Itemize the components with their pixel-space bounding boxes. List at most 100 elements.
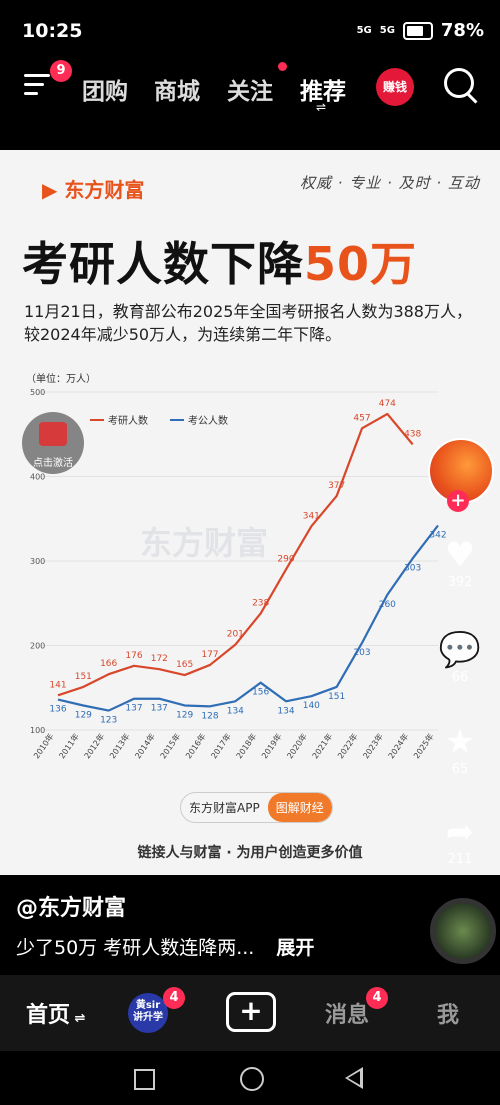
- data-label: 238: [252, 598, 269, 608]
- data-label: 438: [404, 429, 421, 439]
- data-label: 137: [151, 704, 168, 714]
- data-label: 128: [201, 711, 218, 721]
- battery-level: 78%: [440, 20, 484, 41]
- share-button[interactable]: ➦ 211: [425, 812, 495, 867]
- menu-icon[interactable]: [24, 74, 50, 101]
- y-tick-label: 400: [30, 473, 45, 482]
- red-envelope-icon: [39, 422, 67, 446]
- data-label: 151: [75, 672, 92, 682]
- recent-apps-button[interactable]: [134, 1069, 155, 1090]
- tab-recommend[interactable]: 推荐: [300, 79, 346, 105]
- x-tick-label: 2023年: [361, 731, 385, 760]
- bottom-nav: 首页 ⇌ 黄sir 讲升学 4 + 消息 4 我: [0, 975, 500, 1051]
- headline: 考研人数下降50万: [22, 237, 418, 291]
- comment-button[interactable]: 💬 66: [425, 630, 495, 685]
- data-label: 129: [176, 710, 193, 720]
- data-label: 342: [429, 531, 446, 541]
- data-label: 377: [328, 481, 345, 491]
- watermark: 东方财富: [140, 524, 269, 562]
- comment-icon: 💬: [438, 630, 482, 670]
- y-tick-label: 500: [30, 388, 45, 397]
- battery-icon: [402, 21, 433, 40]
- share-count: 211: [447, 852, 473, 867]
- signal-5g-icon: 5G: [356, 24, 372, 36]
- follow-button[interactable]: +: [447, 490, 469, 512]
- x-tick-label: 2015年: [158, 731, 182, 760]
- data-label: 140: [303, 701, 320, 711]
- author-avatar[interactable]: [428, 438, 494, 504]
- search-icon[interactable]: [444, 68, 474, 98]
- create-post-button[interactable]: +: [226, 992, 276, 1032]
- app-chip: 东方财富APP 图解财经: [180, 792, 333, 823]
- music-disc[interactable]: [430, 898, 496, 964]
- series-line-2: [57, 524, 439, 712]
- messages-badge: 4: [366, 987, 388, 1009]
- tab-group-buy[interactable]: 团购: [82, 79, 128, 105]
- data-label: 290: [277, 554, 294, 564]
- data-label: 303: [404, 563, 421, 573]
- data-label: 474: [379, 399, 396, 409]
- x-tick-label: 2010年: [31, 731, 55, 760]
- tab-mall[interactable]: 商城: [154, 79, 200, 105]
- menu-badge: 9: [50, 60, 72, 82]
- data-label: 457: [353, 413, 370, 423]
- data-label: 134: [227, 706, 244, 716]
- data-label: 141: [49, 680, 66, 690]
- data-label: 260: [379, 600, 396, 610]
- nav-me[interactable]: 我: [437, 1003, 460, 1028]
- x-tick-label: 2022年: [335, 731, 359, 760]
- data-label: 134: [277, 706, 294, 716]
- caption: 少了50万 考研人数连降两... 展开: [16, 933, 314, 960]
- status-icons: 5G 5G 78%: [357, 20, 484, 41]
- share-icon: ➦: [445, 812, 475, 852]
- data-label: 156: [252, 688, 269, 698]
- video-content[interactable]: ▶ 东方财富 权威 · 专业 · 及时 · 互动 考研人数下降50万 11月21…: [0, 150, 500, 875]
- heart-icon: ♥: [444, 535, 476, 575]
- data-label: 165: [176, 660, 193, 670]
- brand-logo: ▶ 东方财富: [42, 178, 145, 202]
- favorite-count: 65: [451, 762, 469, 777]
- nav-learn-avatar[interactable]: 黄sir 讲升学: [128, 993, 168, 1033]
- data-label: 176: [125, 651, 142, 661]
- x-tick-label: 2020年: [285, 731, 309, 760]
- x-tick-label: 2018年: [234, 731, 258, 760]
- like-count: 392: [447, 575, 473, 590]
- x-tick-label: 2017年: [209, 731, 233, 760]
- data-label: 151: [328, 692, 345, 702]
- expand-button[interactable]: 展开: [276, 937, 315, 959]
- nav-messages[interactable]: 消息: [325, 1003, 370, 1028]
- data-label: 166: [100, 659, 117, 669]
- status-bar: 10:25 5G 5G 78%: [0, 0, 500, 56]
- nav-home[interactable]: 首页 ⇌: [26, 1003, 86, 1028]
- system-nav: [0, 1051, 500, 1105]
- data-label: 123: [100, 716, 117, 726]
- tab-following[interactable]: 关注: [227, 79, 273, 105]
- data-label: 177: [201, 650, 218, 660]
- promo-activate-button[interactable]: 点击激活: [22, 412, 84, 474]
- clock: 10:25: [22, 20, 83, 42]
- learn-badge: 4: [163, 987, 185, 1009]
- star-icon: ★: [444, 722, 476, 762]
- legend-label: 考公人数: [188, 414, 228, 427]
- author-name[interactable]: @东方财富: [16, 896, 127, 921]
- earn-money-button[interactable]: 赚钱: [376, 68, 414, 106]
- favorite-button[interactable]: ★ 65: [425, 722, 495, 777]
- tagline: 链接人与财富 · 为用户创造更多价值: [137, 845, 363, 861]
- x-tick-label: 2012年: [82, 731, 106, 760]
- brand-slogan: 权威 · 专业 · 及时 · 互动: [300, 174, 480, 192]
- data-label: 137: [125, 704, 142, 714]
- signal-5g-icon-2: 5G: [379, 24, 395, 36]
- promo-label: 点击激活: [33, 458, 73, 469]
- back-button[interactable]: [345, 1067, 363, 1089]
- data-label: 129: [75, 710, 92, 720]
- line-chart: 100 200 300 400 500 2010年 2011年 2012年 2013年 2014年…: [30, 388, 447, 760]
- data-label: 203: [353, 648, 370, 658]
- following-dot: [278, 62, 287, 71]
- home-button[interactable]: [240, 1067, 264, 1091]
- x-tick-label: 2016年: [183, 731, 207, 760]
- legend-label: 考研人数: [108, 414, 148, 427]
- graphic-finance-button[interactable]: 图解财经: [267, 793, 332, 822]
- caption-text: 少了50万 考研人数连降两...: [16, 937, 255, 959]
- like-button[interactable]: ♥ 392: [425, 535, 495, 590]
- x-tick-label: 2019年: [259, 731, 283, 760]
